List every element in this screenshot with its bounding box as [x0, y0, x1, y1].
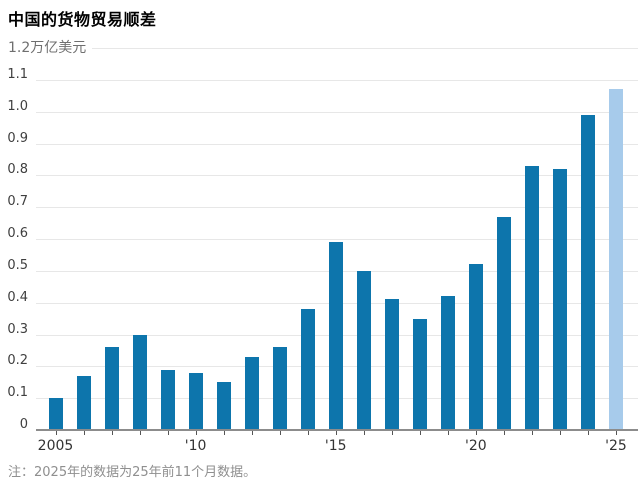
bar-2019	[440, 296, 455, 430]
x-tick-label: '10	[184, 438, 207, 454]
x-tick-mark	[251, 431, 253, 435]
gridline	[36, 144, 638, 145]
y-tick-label: 1.0	[7, 98, 28, 114]
x-tick-mark	[475, 431, 477, 435]
bar-2016	[356, 270, 371, 430]
y-axis-unit-label: 1.2万亿美元	[8, 40, 87, 56]
bar-2011	[216, 382, 231, 430]
bar-2025	[609, 89, 623, 430]
y-tick-label: 0.2	[7, 353, 28, 369]
bar-2017	[384, 299, 399, 430]
bar-2020	[468, 264, 483, 430]
bar-2023	[552, 168, 567, 430]
x-tick-mark	[167, 431, 169, 435]
chart-title: 中国的货物贸易顺差	[8, 10, 157, 29]
bar-2012	[244, 356, 259, 430]
x-tick-mark	[335, 431, 337, 435]
bar-2013	[272, 347, 287, 430]
x-tick-mark	[391, 431, 393, 435]
gridline	[36, 80, 638, 81]
bar-2021	[496, 216, 511, 430]
y-tick-label: 0.6	[7, 226, 28, 241]
bar-2009	[160, 369, 175, 430]
x-tick-label: '15	[324, 438, 347, 454]
bar-2007	[104, 347, 119, 430]
gridline	[36, 239, 638, 240]
x-tick-mark	[195, 431, 197, 435]
x-tick-mark	[559, 431, 561, 435]
x-tick-mark	[363, 431, 365, 435]
gridline	[36, 207, 638, 208]
chart-footnote: 注：2025年的数据为25年前11个月数据。	[8, 465, 257, 480]
x-tick-label: 2005	[37, 438, 74, 454]
bar-2022	[524, 165, 539, 430]
x-tick-mark	[223, 431, 225, 435]
x-tick-label: '25	[605, 438, 627, 454]
bar-2014	[300, 309, 315, 430]
x-tick-mark	[419, 431, 421, 435]
bar-2015	[328, 242, 343, 430]
x-axis-line	[36, 429, 638, 431]
y-tick-label: 0.9	[7, 130, 28, 146]
y-tick-label: 0	[19, 417, 28, 432]
bar-2018	[412, 318, 427, 430]
x-tick-mark	[55, 431, 57, 435]
x-tick-mark	[531, 431, 533, 435]
y-tick-label: 0.5	[7, 257, 28, 273]
x-tick-mark	[83, 431, 85, 435]
bar-2005	[48, 398, 63, 430]
bar-2010	[188, 372, 203, 430]
y-tick-label: 0.7	[7, 194, 28, 210]
y-tick-label: 0.4	[7, 289, 28, 305]
bar-2006	[76, 375, 91, 430]
y-tick-label: 1.1	[7, 66, 28, 82]
x-tick-mark	[447, 431, 449, 435]
x-tick-label: '20	[465, 438, 487, 454]
y-tick-label: 0.1	[7, 385, 28, 401]
y-tick-label: 0.3	[7, 321, 28, 337]
x-tick-mark	[616, 431, 617, 435]
x-tick-mark	[111, 431, 113, 435]
x-tick-mark	[139, 431, 141, 435]
gridline	[36, 175, 638, 176]
y-tick-label: 0.8	[7, 162, 28, 178]
bar-2024	[580, 114, 595, 430]
x-tick-mark	[503, 431, 505, 435]
x-tick-mark	[279, 431, 281, 435]
x-tick-mark	[587, 431, 589, 435]
gridline	[92, 48, 638, 49]
bar-2008	[132, 334, 147, 430]
gridline	[36, 112, 638, 113]
x-tick-mark	[307, 431, 309, 435]
